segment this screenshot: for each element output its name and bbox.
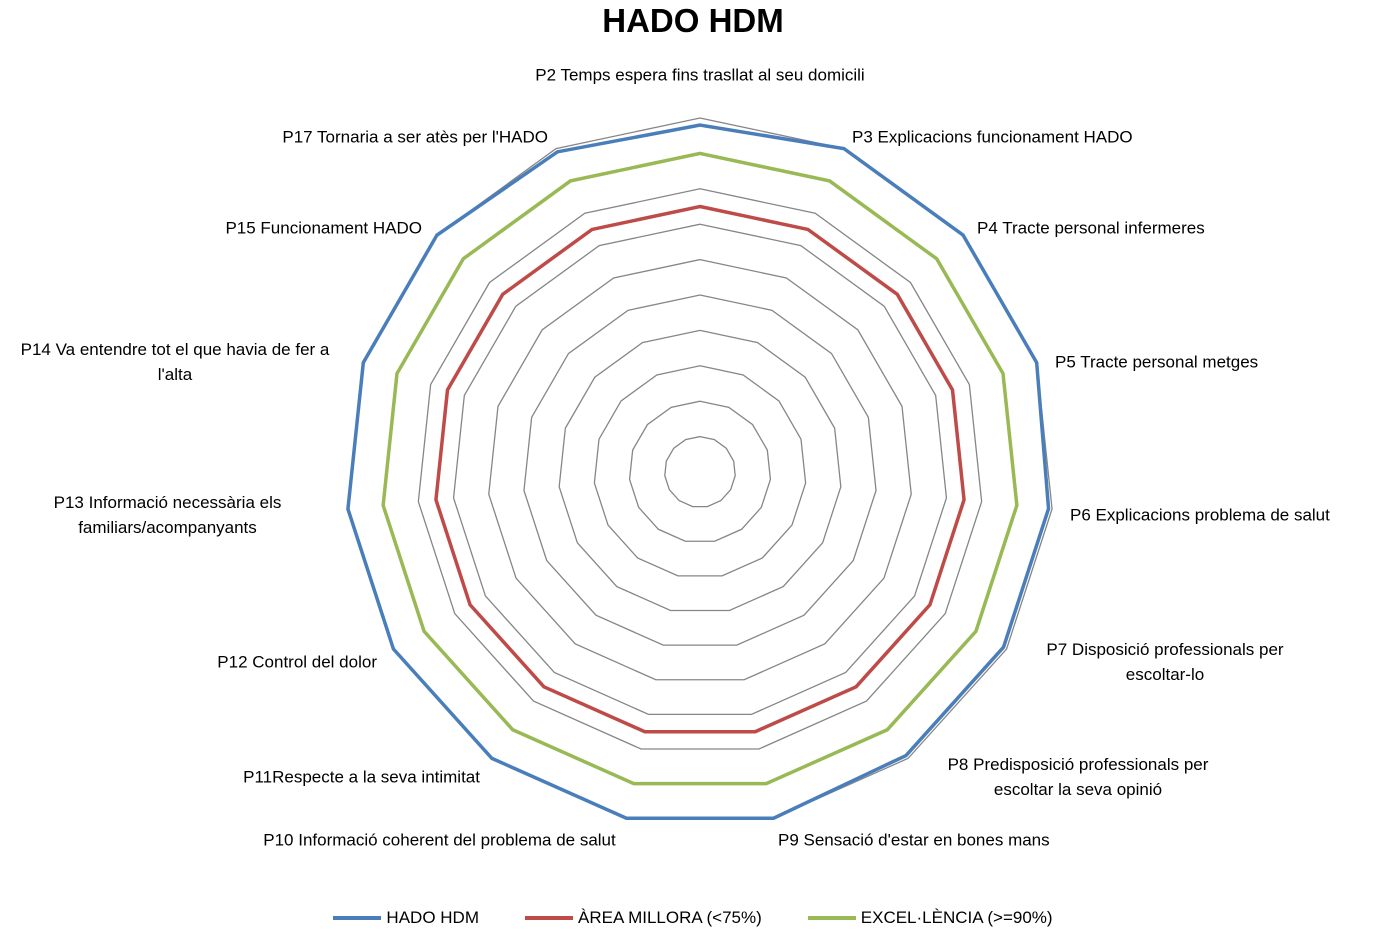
legend-item: ÀREA MILLORA (<75%): [524, 908, 762, 928]
category-label: P11Respecte a la seva intimitat: [243, 767, 480, 787]
category-label: P12 Control del dolor: [217, 652, 377, 672]
legend-label: HADO HDM: [386, 908, 479, 927]
category-label: P17 Tornaria a ser atès per l'HADO: [282, 127, 548, 147]
grid-ring: [664, 435, 736, 508]
category-label: P2 Temps espera fins trasllat al seu dom…: [535, 65, 865, 85]
category-label: P5 Tracte personal metges: [1055, 352, 1259, 372]
legend-label: EXCEL·LÈNCIA (>=90%): [860, 908, 1053, 927]
series-line: [346, 123, 1051, 821]
grid-ring: [488, 258, 912, 681]
category-label: P4 Tracte personal infermeres: [977, 218, 1205, 238]
category-label: P10 Informació coherent del problema de …: [263, 830, 616, 850]
category-label: P7 Disposició professionals per escoltar…: [1046, 640, 1284, 684]
legend: HADO HDM ÀREA MILLORA (<75%) EXCEL·LÈNCIA …: [0, 908, 1386, 928]
grid-ring: [593, 365, 807, 577]
legend-item: HADO HDM: [333, 908, 479, 928]
grid-ring: [452, 223, 948, 716]
legend-swatch: [524, 916, 573, 920]
series-line: [434, 204, 966, 734]
series-line: [381, 151, 1019, 786]
category-label: P8 Predisposició professionals per escol…: [947, 755, 1209, 799]
category-label: P13 Informació necessària els familiars/…: [53, 493, 282, 537]
grid-ring: [558, 329, 842, 612]
legend-item: EXCEL·LÈNCIA (>=90%): [807, 908, 1053, 928]
category-label: P15 Funcionament HADO: [225, 218, 422, 238]
category-label: P14 Va entendre tot el que havia de fer …: [20, 340, 330, 384]
chart-title: HADO HDM: [602, 2, 784, 39]
grid-ring: [523, 294, 877, 646]
category-label: P6 Explicacions problema de salut: [1070, 505, 1330, 525]
category-label: P9 Sensació d'estar en bones mans: [778, 830, 1050, 850]
legend-swatch: [807, 916, 856, 920]
legend-label: ÀREA MILLORA (<75%): [577, 908, 762, 927]
grid-ring: [417, 188, 983, 750]
legend-swatch: [333, 916, 382, 920]
grid-ring: [628, 400, 772, 542]
category-label: P3 Explicacions funcionament HADO: [852, 127, 1133, 147]
